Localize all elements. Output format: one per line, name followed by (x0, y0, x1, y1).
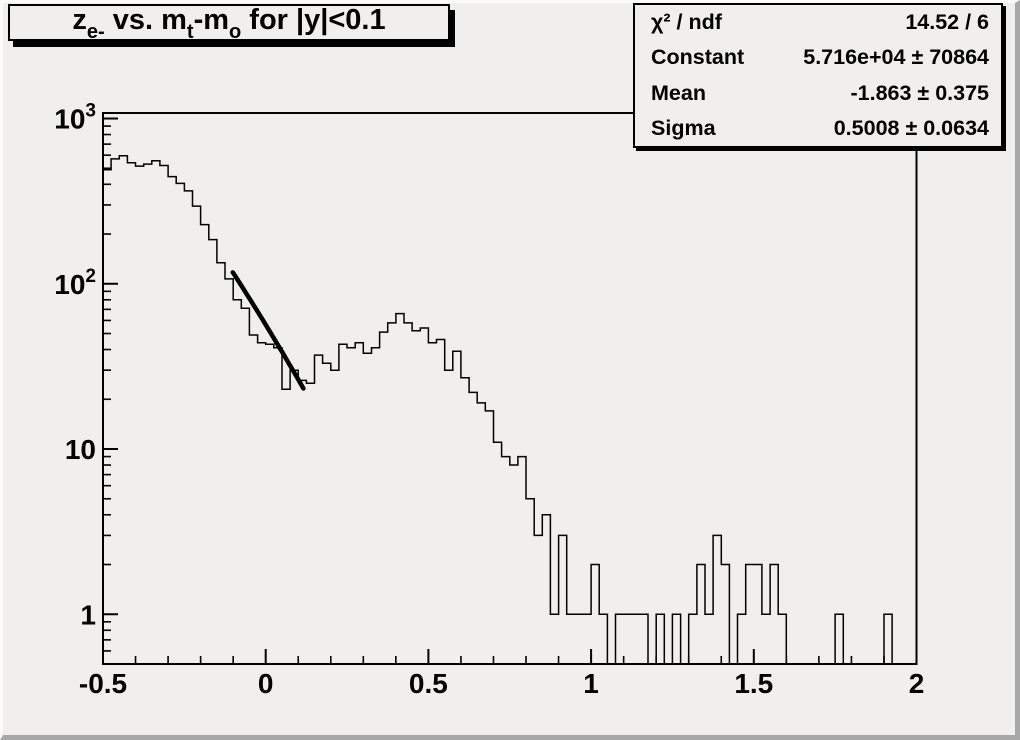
title-subscript: e- (86, 21, 105, 44)
x-tick-label: -0.5 (79, 668, 127, 699)
stat-label: Sigma (651, 115, 716, 140)
stat-value: -1.863 ± 0.375 (850, 80, 989, 105)
plot-frame (102, 112, 918, 665)
stat-value: 5.716e+04 ± 70864 (803, 45, 989, 70)
title-box: ze- vs. mt-mo for |y|<0.1 (8, 3, 450, 44)
stat-value: 0.5008 ± 0.0634 (833, 115, 989, 140)
histogram-line (103, 155, 917, 665)
stats-row: Constant 5.716e+04 ± 70864 (635, 40, 1001, 75)
title-text: z (72, 3, 87, 36)
title-text: vs. m (104, 3, 187, 36)
y-tick-label: 10 (65, 434, 96, 465)
y-tick-label: 1 (80, 599, 96, 630)
title-text: -m (193, 3, 230, 36)
x-tick-label: 0.5 (409, 668, 448, 699)
stats-row: Sigma 0.5008 ± 0.0634 (635, 111, 1001, 146)
title-text: for |y|<0.1 (241, 3, 386, 36)
y-tick-label: 102 (54, 266, 96, 300)
stats-row: χ² / ndf 14.52 / 6 (635, 5, 1001, 40)
stats-box: χ² / ndf 14.52 / 6 Constant 5.716e+04 ± … (633, 3, 1003, 148)
x-tick-label: 2 (909, 668, 925, 699)
fit-line (230, 270, 306, 391)
title-subscript: o (229, 21, 242, 44)
stat-label: Constant (651, 45, 745, 70)
x-tick-label: 1.5 (734, 668, 773, 699)
stat-label: Mean (651, 80, 706, 105)
y-tick-label: 103 (54, 101, 96, 135)
x-tick-label: 1 (583, 668, 599, 699)
stat-label: χ² / ndf (651, 10, 722, 35)
stat-value: 14.52 / 6 (905, 10, 989, 35)
title-subscript: t (186, 21, 194, 44)
plot-title: ze- vs. mt-mo for |y|<0.1 (72, 3, 386, 44)
stats-row: Mean -1.863 ± 0.375 (635, 76, 1001, 111)
x-tick-label: 0 (258, 668, 274, 699)
